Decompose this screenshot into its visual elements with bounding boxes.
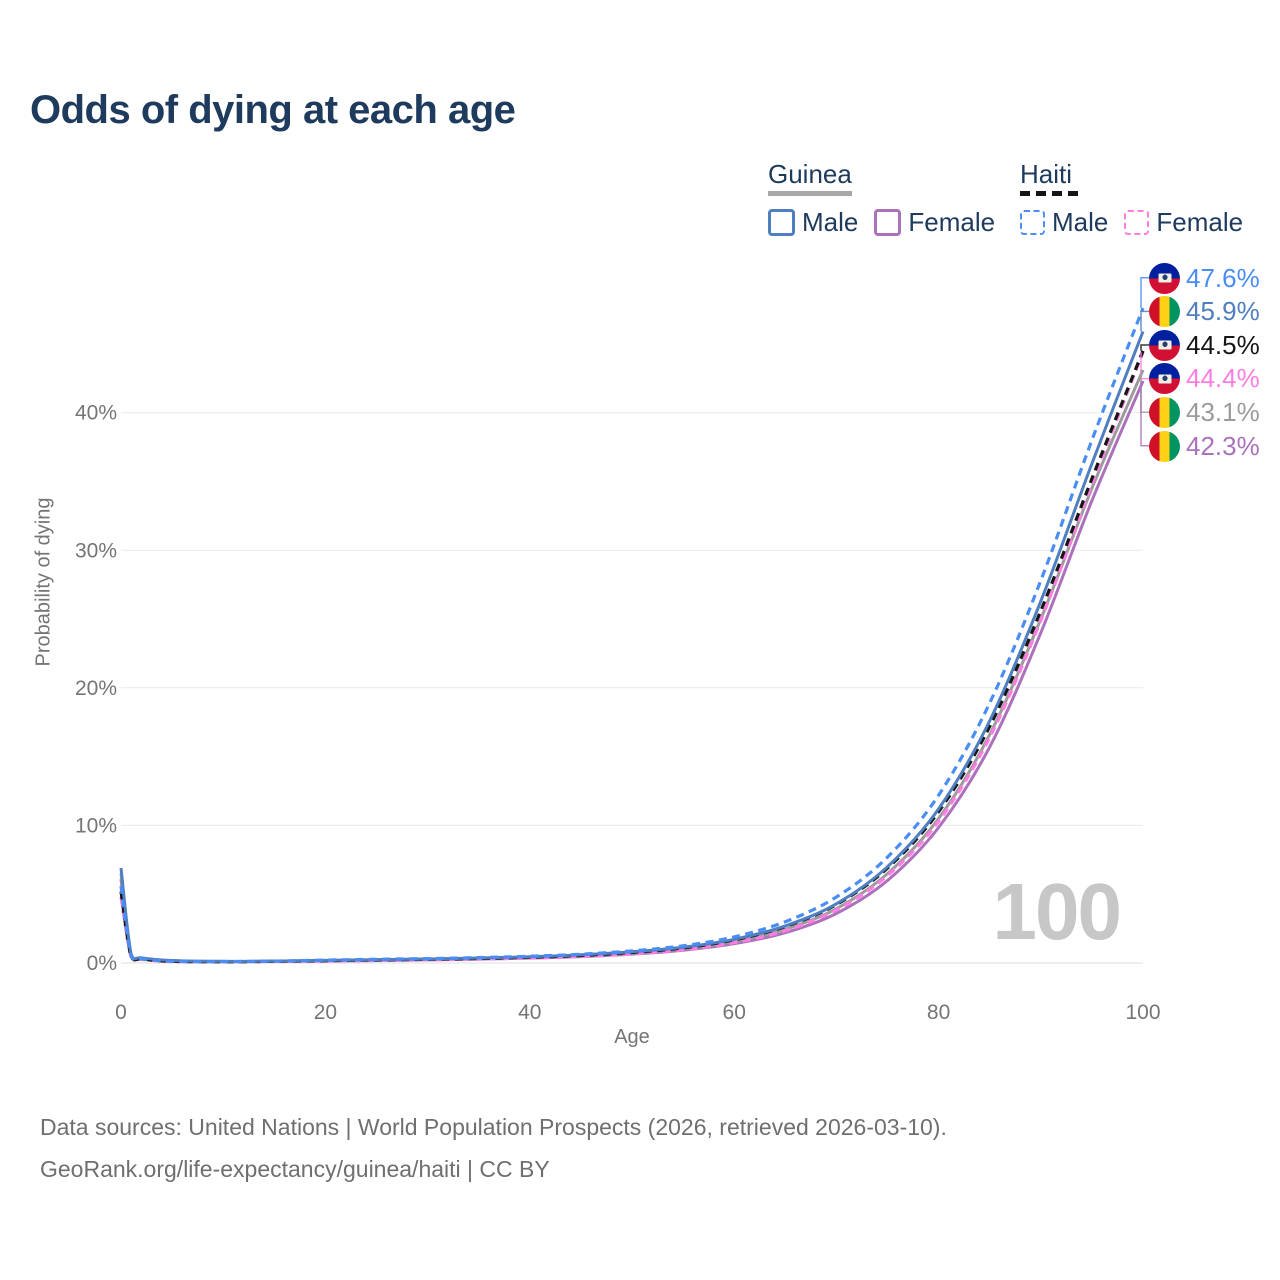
legend-label-haiti-male: Male (1052, 207, 1109, 237)
end-label-guinea_male: 45.9% (1149, 296, 1260, 328)
legend-item-guinea-male[interactable]: Male (768, 207, 858, 238)
legend-item-guinea-female[interactable]: Female (874, 207, 995, 238)
end-label-value: 44.5% (1186, 329, 1260, 360)
y-tick-label: 0% (87, 952, 117, 975)
haiti-male-swatch-icon (1020, 210, 1045, 235)
end-label-haiti_male: 47.6% (1149, 262, 1260, 294)
x-tick-label: 80 (927, 1001, 950, 1024)
attribution-line: GeoRank.org/life-expectancy/guinea/haiti… (40, 1156, 550, 1182)
end-label-leader (1140, 370, 1149, 413)
end-label-value: 44.4% (1186, 363, 1260, 394)
end-label-leader (1140, 381, 1149, 447)
y-tick-label: 30% (75, 539, 117, 562)
haiti-flag-icon (1149, 363, 1180, 395)
guinea-female-swatch-icon (874, 209, 902, 236)
haiti-female-swatch-icon (1124, 210, 1150, 235)
series-line-haiti_female[interactable] (119, 351, 1145, 964)
end-label-value: 42.3% (1186, 430, 1260, 461)
guinea-flag-icon (1149, 396, 1180, 428)
haiti-flag-icon (1149, 329, 1180, 361)
legend-label-guinea-female: Female (908, 207, 996, 237)
x-tick-label: 20 (314, 1001, 337, 1024)
haiti-flag-icon (1149, 262, 1180, 294)
x-tick-label: 40 (518, 1001, 541, 1024)
end-label-value: 43.1% (1186, 396, 1260, 427)
end-label-leader (1140, 277, 1149, 309)
series-line-haiti_male[interactable] (119, 307, 1145, 964)
legend-label-haiti-female: Female (1156, 207, 1244, 237)
y-tick-label: 20% (75, 677, 117, 700)
guinea-line-style-swatch (768, 191, 852, 196)
legend-label-guinea-male: Male (802, 207, 859, 237)
end-label-haiti_female: 44.4% (1149, 363, 1260, 395)
x-tick-label: 0 (115, 1001, 127, 1024)
end-label-value: 47.6% (1186, 262, 1260, 293)
legend-item-haiti-male[interactable]: Male (1020, 207, 1108, 238)
series-line-haiti_all[interactable] (119, 350, 1145, 964)
x-axis-title: Age (614, 1026, 650, 1048)
end-label-haiti_all: 44.5% (1149, 329, 1260, 361)
end-label-guinea_all: 43.1% (1149, 396, 1260, 428)
footer: Data sources: United Nations | World Pop… (40, 1106, 947, 1190)
end-label-leader (1140, 344, 1149, 351)
legend-item-haiti-female[interactable]: Female (1124, 207, 1243, 238)
age-counter-watermark: 100 (992, 867, 1122, 956)
legend-group-guinea: Guinea Male Female (768, 160, 1011, 238)
x-tick-label: 60 (723, 1001, 746, 1024)
end-label-guinea_female: 42.3% (1149, 430, 1260, 462)
legend-country-haiti: Haiti (1020, 159, 1073, 189)
x-tick-label: 100 (1125, 1001, 1160, 1024)
end-label-value: 45.9% (1186, 296, 1260, 327)
legend-group-haiti: Haiti Male Female (1020, 160, 1259, 238)
page-title: Odds of dying at each age (30, 88, 516, 132)
guinea-flag-icon (1149, 296, 1180, 328)
guinea-flag-icon (1149, 430, 1180, 462)
y-axis-title: Probability of dying (32, 497, 55, 667)
legend-country-guinea: Guinea (768, 159, 852, 189)
data-sources-line: Data sources: United Nations | World Pop… (40, 1114, 947, 1140)
y-tick-label: 40% (75, 402, 117, 425)
y-tick-label: 10% (75, 814, 117, 837)
haiti-line-style-swatch (1020, 191, 1078, 196)
series-line-guinea_male[interactable] (119, 330, 1145, 963)
guinea-male-swatch-icon (768, 209, 795, 236)
end-label-leader (1140, 310, 1149, 332)
